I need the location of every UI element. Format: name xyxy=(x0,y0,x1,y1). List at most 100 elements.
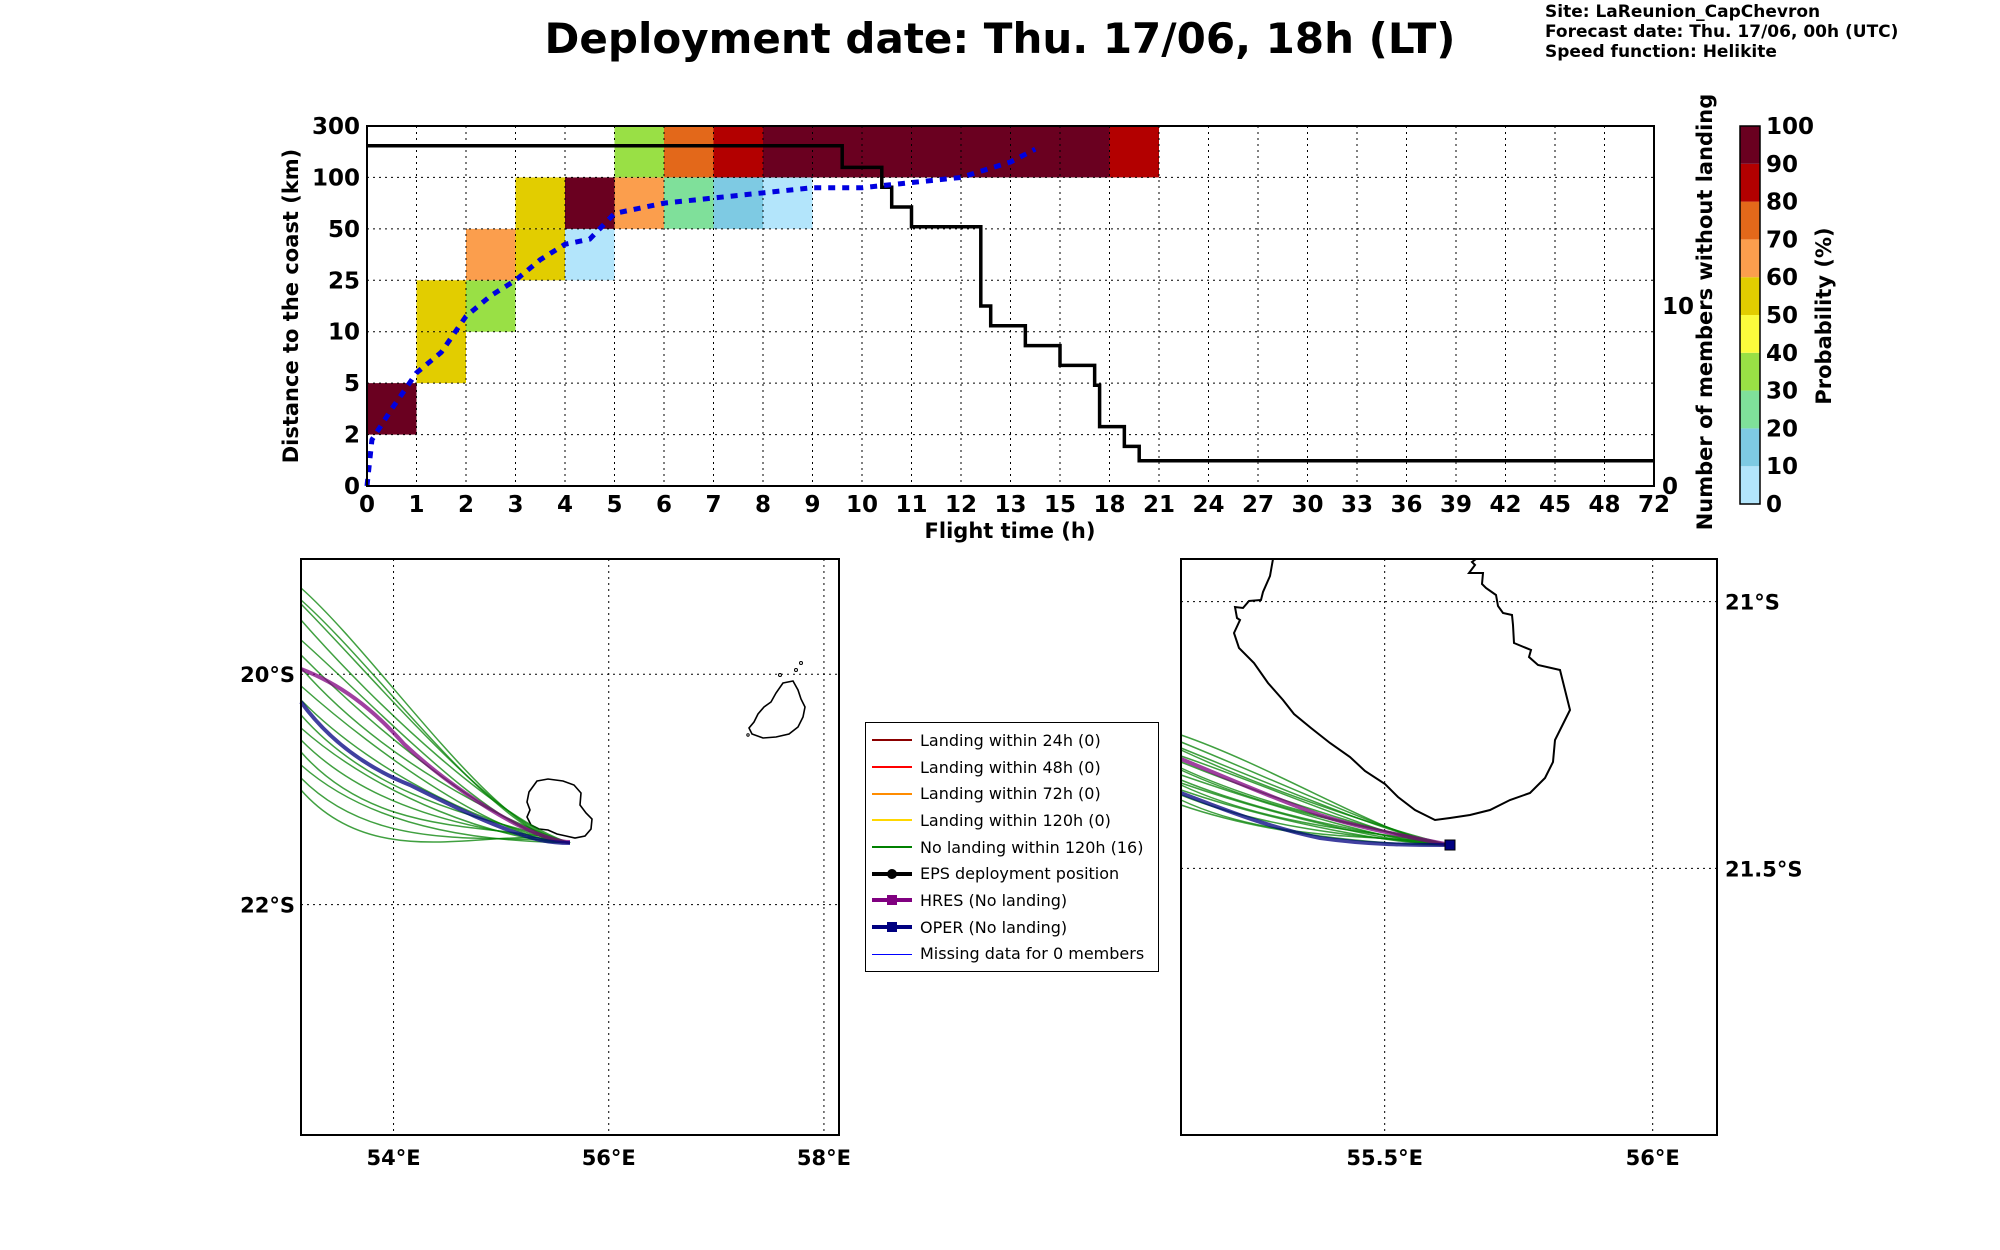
latitude-tick-label: 21°S xyxy=(1725,591,1780,615)
median-distance-line xyxy=(364,146,1037,487)
page-title: Deployment date: Thu. 17/06, 18h (LT) xyxy=(544,14,1456,63)
y-tick-label: 300 xyxy=(312,114,360,140)
colorbar-frame xyxy=(1739,125,1761,505)
heatmap-cell xyxy=(763,126,813,178)
forecast-date-label: Forecast date: Thu. 17/06, 00h (UTC) xyxy=(1545,22,1899,42)
colorbar-tick-label: 60 xyxy=(1766,265,1798,291)
x-tick-label: 1 xyxy=(408,492,424,518)
map2-tick-labels: 55.5°E 56°E 21°S 21.5°S xyxy=(1346,591,1802,1170)
y2-axis-label: Number of members without landing xyxy=(1693,94,1717,531)
reunion-coastline xyxy=(526,778,593,839)
colorbar-segment xyxy=(1740,315,1760,353)
colorbar-segment xyxy=(1740,466,1760,504)
colorbar-tick-label: 0 xyxy=(1766,492,1782,518)
x-tick-label: 33 xyxy=(1341,492,1373,518)
x-tick-label: 9 xyxy=(804,492,820,518)
y2-tick-label: 10 xyxy=(1662,294,1694,320)
longitude-tick-label: 55.5°E xyxy=(1346,1146,1423,1170)
heatmap-cell xyxy=(1109,126,1159,178)
latitude-tick-label: 22°S xyxy=(240,894,295,918)
legend-item: EPS deployment position xyxy=(866,860,1158,887)
colorbar-tick-label: 70 xyxy=(1766,227,1798,253)
x-tick-label: 2 xyxy=(458,492,474,518)
heatmap-cell xyxy=(911,126,961,178)
longitude-tick-label: 58°E xyxy=(797,1146,851,1170)
map1-trajectories xyxy=(300,587,571,844)
x-tick-label: 12 xyxy=(945,492,977,518)
colorbar-segment xyxy=(1740,277,1760,315)
y-tick-label: 100 xyxy=(312,165,360,191)
members-without-landing-line xyxy=(367,144,1654,463)
x-tick-label: 45 xyxy=(1539,492,1571,518)
legend-item: No landing within 120h (16) xyxy=(866,834,1158,861)
longitude-tick-label: 56°E xyxy=(582,1146,636,1170)
map2-grid xyxy=(1181,559,1717,1135)
y-tick-label: 25 xyxy=(328,268,360,294)
colorbar-segment xyxy=(1740,163,1760,202)
legend-item: Landing within 120h (0) xyxy=(866,807,1158,834)
legend-label: Landing within 24h (0) xyxy=(920,730,1101,750)
legend-swatch xyxy=(872,946,912,962)
y2-tick-labels: 0 10 xyxy=(1662,294,1694,500)
heatmap-cell xyxy=(416,280,466,332)
oper-trajectory xyxy=(299,700,571,845)
x-tick-label: 5 xyxy=(606,492,622,518)
y-tick-label: 5 xyxy=(344,371,360,397)
x-tick-label: 11 xyxy=(895,492,927,518)
heatmap-cell xyxy=(515,177,565,229)
heatmap-cell xyxy=(664,177,714,229)
legend-item: Missing data for 0 members xyxy=(866,941,1158,968)
y-tick-label: 50 xyxy=(328,217,360,243)
x-tick-label: 6 xyxy=(656,492,672,518)
heatmap-cell xyxy=(812,126,862,178)
x-tick-label: 8 xyxy=(755,492,771,518)
legend-label: Landing within 120h (0) xyxy=(920,810,1111,830)
islet xyxy=(778,673,782,677)
heatmap-cell xyxy=(664,126,714,178)
legend-item: Landing within 24h (0) xyxy=(866,727,1158,754)
map1-frame xyxy=(300,558,840,1136)
oper-trajectory-zoom xyxy=(1180,791,1451,847)
legend-item: Landing within 48h (0) xyxy=(866,754,1158,781)
x-tick-label: 15 xyxy=(1044,492,1076,518)
legend-label: Landing within 48h (0) xyxy=(920,757,1101,777)
heatmap-cell xyxy=(614,177,664,229)
heatmap-cell xyxy=(367,383,417,435)
colorbar-segment xyxy=(1740,352,1760,391)
x-tick-label: 42 xyxy=(1489,492,1521,518)
colorbar-segment xyxy=(1740,201,1760,240)
colorbar-tick-label: 40 xyxy=(1766,341,1798,367)
legend-label: Missing data for 0 members xyxy=(920,944,1145,964)
map1-grid xyxy=(301,559,839,1135)
heatmap-lines xyxy=(364,144,1654,487)
legend: Landing within 24h (0) Landing within 48h… xyxy=(865,722,1159,973)
x-tick-label: 7 xyxy=(705,492,721,518)
islet xyxy=(746,733,750,737)
deployment-marker xyxy=(1444,839,1456,851)
zoomed-map: 55.5°E 56°E 21°S 21.5°S xyxy=(1180,558,1802,1170)
map2-trajectories xyxy=(1180,734,1451,846)
y-tick-label: 0 xyxy=(344,474,360,500)
hres-trajectory xyxy=(300,667,571,844)
colorbar-tick-label: 20 xyxy=(1766,416,1798,442)
legend-label: No landing within 120h (16) xyxy=(920,837,1144,857)
forecast-info: Site: LaReunion_CapChevron Forecast date… xyxy=(1545,2,1898,62)
legend-swatch xyxy=(872,759,912,775)
heatmap-cell xyxy=(466,228,516,281)
legend-swatch xyxy=(872,839,912,855)
y-tick-label: 10 xyxy=(328,320,360,346)
legend-swatch xyxy=(872,732,912,748)
legend-swatch xyxy=(872,866,912,882)
x-tick-label: 27 xyxy=(1242,492,1274,518)
legend-label: EPS deployment position xyxy=(920,864,1120,884)
heatmap-frame xyxy=(366,125,1655,487)
x-tick-labels: 0 1 2 3 4 5 6 7 8 9 10 11 12 13 15 18 21 24 27 30 33 36 39 42 45… xyxy=(359,492,1670,518)
legend-item: Landing within 72h (0) xyxy=(866,780,1158,807)
colorbar-tick-label: 50 xyxy=(1766,303,1798,329)
ensemble-trajectory xyxy=(300,654,571,844)
heatmap-cell xyxy=(614,126,664,178)
regional-map: 54°E 56°E 58°E 20°S 22°S xyxy=(240,558,851,1170)
x-tick-label: 4 xyxy=(557,492,573,518)
colorbar-segment xyxy=(1740,126,1760,164)
x-tick-label: 48 xyxy=(1588,492,1620,518)
